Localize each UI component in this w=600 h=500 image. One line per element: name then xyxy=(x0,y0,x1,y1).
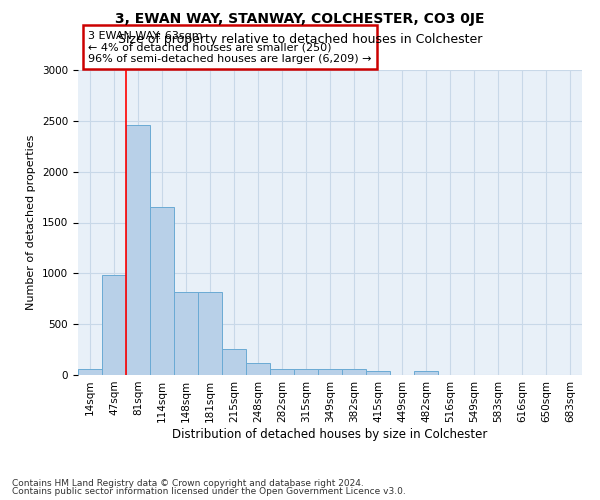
Bar xyxy=(270,370,294,375)
Text: Size of property relative to detached houses in Colchester: Size of property relative to detached ho… xyxy=(118,32,482,46)
Bar xyxy=(342,370,366,375)
Bar xyxy=(198,292,222,375)
Bar xyxy=(318,370,342,375)
Y-axis label: Number of detached properties: Number of detached properties xyxy=(26,135,37,310)
Text: Contains HM Land Registry data © Crown copyright and database right 2024.: Contains HM Land Registry data © Crown c… xyxy=(12,478,364,488)
X-axis label: Distribution of detached houses by size in Colchester: Distribution of detached houses by size … xyxy=(172,428,488,440)
Text: 3, EWAN WAY, STANWAY, COLCHESTER, CO3 0JE: 3, EWAN WAY, STANWAY, COLCHESTER, CO3 0J… xyxy=(115,12,485,26)
Bar xyxy=(102,276,126,375)
Bar xyxy=(174,292,198,375)
Bar xyxy=(294,370,318,375)
Bar xyxy=(126,125,150,375)
Bar xyxy=(366,371,390,375)
Bar xyxy=(414,371,438,375)
Bar xyxy=(78,370,102,375)
Bar xyxy=(222,348,246,375)
Text: 3 EWAN WAY: 63sqm
← 4% of detached houses are smaller (250)
96% of semi-detached: 3 EWAN WAY: 63sqm ← 4% of detached house… xyxy=(88,30,371,64)
Text: Contains public sector information licensed under the Open Government Licence v3: Contains public sector information licen… xyxy=(12,487,406,496)
Bar xyxy=(246,363,270,375)
Bar xyxy=(150,207,174,375)
